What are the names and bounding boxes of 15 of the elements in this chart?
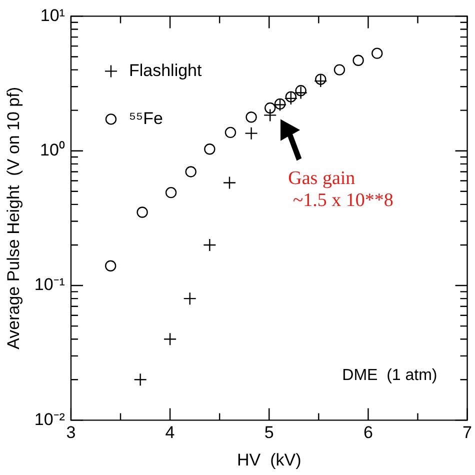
x-tick-label: 7 [462,423,472,442]
x-tick-label: 5 [264,423,274,442]
y-tick-label: 10¹ [40,6,66,25]
y-tick-label: 10⁻¹ [34,275,66,294]
y-tick-label: 10⁰ [40,140,65,160]
x-axis-title: HV (kV) [237,450,302,470]
y-tick-label: 10⁻² [34,410,66,429]
annotation: Gas gain ~1.5 x 10**8 [288,168,394,212]
legend-label: Flashlight [128,60,202,80]
legend-label: ⁵⁵Fe [128,108,163,128]
x-tick-label: 6 [363,423,373,442]
x-tick-label: 3 [66,423,76,442]
x-tick-label: 4 [165,423,175,442]
annotation: DME (1 atm) [342,366,438,384]
y-axis-title: Average Pulse Height (V on 10 pf) [4,86,23,350]
